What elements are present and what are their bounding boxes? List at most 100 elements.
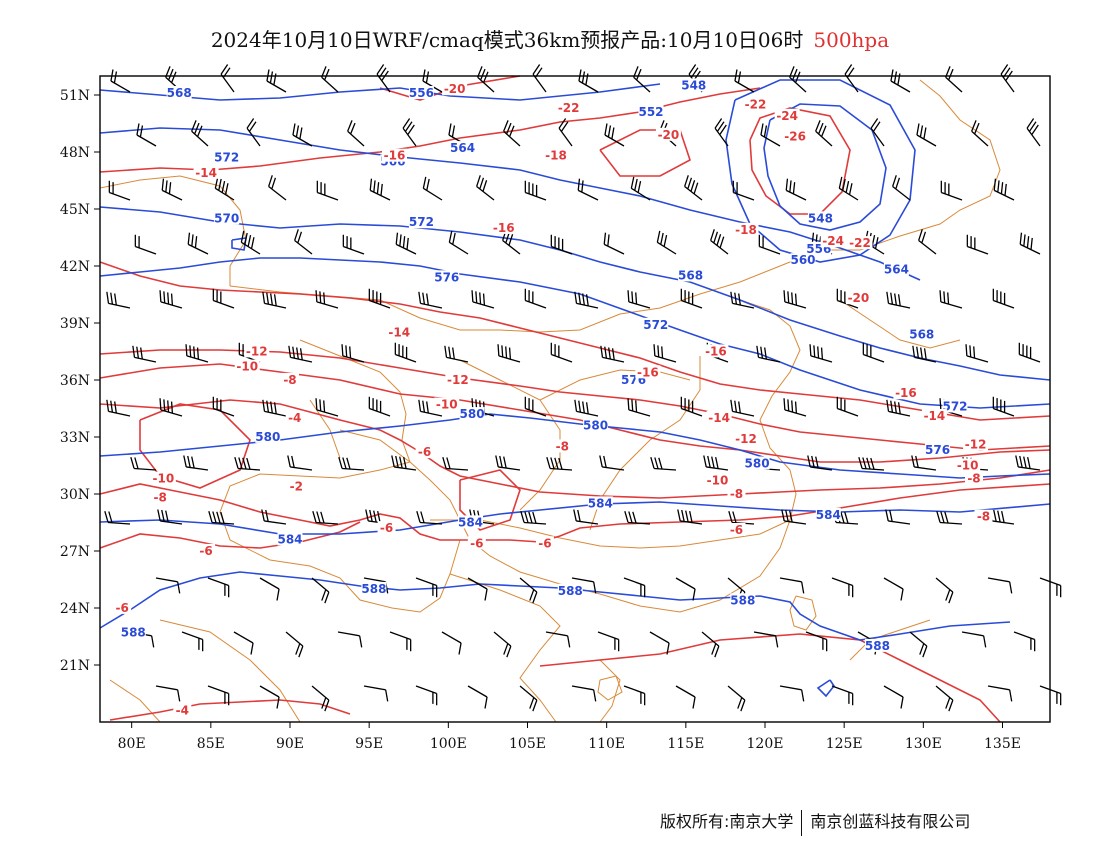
contour-label-bg (281, 372, 299, 386)
contour-label-bg (638, 105, 664, 118)
wind-barb (220, 64, 235, 93)
contour-value-label: -18 (735, 223, 757, 237)
lat-tick-label: 51N (60, 88, 90, 104)
contour-label-bg (727, 523, 746, 536)
contour-label-bg (965, 471, 983, 485)
wind-barb (212, 288, 235, 309)
wind-barb (912, 345, 937, 363)
contour-value-label: -24 (776, 109, 798, 123)
contour-value-label: 548 (681, 78, 706, 92)
contour-label-bg (706, 410, 732, 424)
contour-value-label: -14 (924, 409, 946, 423)
contour-label-bg (744, 456, 770, 470)
wind-barb (191, 120, 209, 147)
contour-value-label: -12 (447, 373, 469, 387)
contour-value-label: -10 (436, 398, 458, 412)
wind-barb (106, 399, 131, 417)
contour-label-bg (557, 583, 583, 597)
contour-label-bg (377, 521, 396, 535)
contour-value-label: 580 (255, 430, 280, 444)
contour-value-label: -10 (707, 474, 729, 488)
wind-barb (369, 178, 391, 201)
wind-barb (363, 685, 389, 702)
contour-label-bg (681, 78, 707, 92)
copyright-owner: 版权所有:南京大学 (660, 812, 794, 831)
wind-barb (471, 290, 495, 309)
contour-label-bg (583, 418, 609, 432)
wind-barb (268, 175, 287, 201)
contour-label-bg (955, 458, 981, 472)
wind-barb (807, 455, 833, 471)
lon-tick-label: 135E (984, 736, 1021, 752)
wind-barb (779, 577, 805, 594)
isotherm-line (109, 699, 351, 721)
contour-value-label: -12 (246, 344, 268, 358)
pressure-level: 500hpa (813, 28, 890, 52)
lat-tick-label: 21N (60, 658, 90, 674)
wind-barb (758, 234, 781, 255)
wind-barb (831, 685, 854, 706)
lon-tick-label: 115E (667, 736, 704, 752)
contour-label-bg (820, 234, 846, 248)
contour-label-bg (255, 429, 281, 443)
wind-barb (935, 577, 954, 604)
wind-barb (730, 291, 755, 309)
contour-label-bg (234, 359, 260, 373)
contour-label-bg (150, 471, 176, 485)
contour-value-label: -6 (115, 601, 128, 615)
wind-barb (675, 577, 696, 601)
footer-divider (801, 809, 803, 836)
wind-barb (656, 230, 677, 255)
height-contour-loop (763, 103, 887, 231)
contour-label-bg (845, 291, 871, 305)
wind-barb (558, 118, 573, 147)
contour-label-bg (974, 509, 993, 523)
wind-barb (653, 344, 677, 363)
boundary-line (839, 299, 961, 349)
contour-label-bg (445, 372, 471, 386)
wind-barb (574, 291, 599, 309)
wind-barb (214, 176, 235, 201)
contour-value-label: -6 (199, 544, 212, 558)
boundary-line (229, 79, 1001, 333)
contour-label-bg (963, 437, 989, 451)
lon-tick-label: 95E (355, 736, 383, 752)
wind-barb (338, 457, 365, 471)
wind-barb (805, 631, 828, 652)
wind-barb (207, 685, 230, 706)
wind-barb (935, 685, 954, 712)
contour-label-bg (925, 443, 951, 457)
wind-barb (185, 344, 209, 363)
height-contour-line (99, 257, 1051, 409)
wind-barb (441, 631, 462, 655)
contour-value-label: 564 (884, 263, 909, 277)
wind-barb (650, 457, 677, 471)
wind-barb (1019, 232, 1041, 255)
boundary-line (597, 675, 623, 701)
wind-barb (992, 396, 1015, 417)
boundary-line (599, 659, 621, 723)
wind-barb (909, 631, 928, 658)
contour-label-bg (733, 222, 759, 236)
wind-barb (573, 509, 599, 525)
contour-label-bg (285, 410, 304, 424)
wind-barb (577, 178, 599, 201)
contour-value-label: 568 (678, 268, 703, 282)
lat-tick-label: 30N (60, 487, 90, 503)
wind-barb (315, 290, 339, 309)
wind-barb (753, 631, 779, 648)
contour-value-label: -12 (965, 438, 987, 452)
lat-tick-label: 48N (60, 145, 90, 161)
contour-value-label: -6 (418, 445, 431, 459)
wind-barb (815, 120, 833, 147)
wind-barb (183, 455, 209, 471)
contour-value-label: 570 (214, 211, 239, 225)
wind-barb (623, 685, 646, 706)
wind-barb (779, 685, 805, 702)
contour-label-bg (774, 108, 800, 122)
contour-value-label: 580 (460, 407, 485, 421)
boundary-line (459, 359, 561, 511)
lat-tick-label: 33N (60, 430, 90, 446)
wind-barb (159, 398, 183, 417)
contour-value-label: -10 (152, 472, 174, 486)
